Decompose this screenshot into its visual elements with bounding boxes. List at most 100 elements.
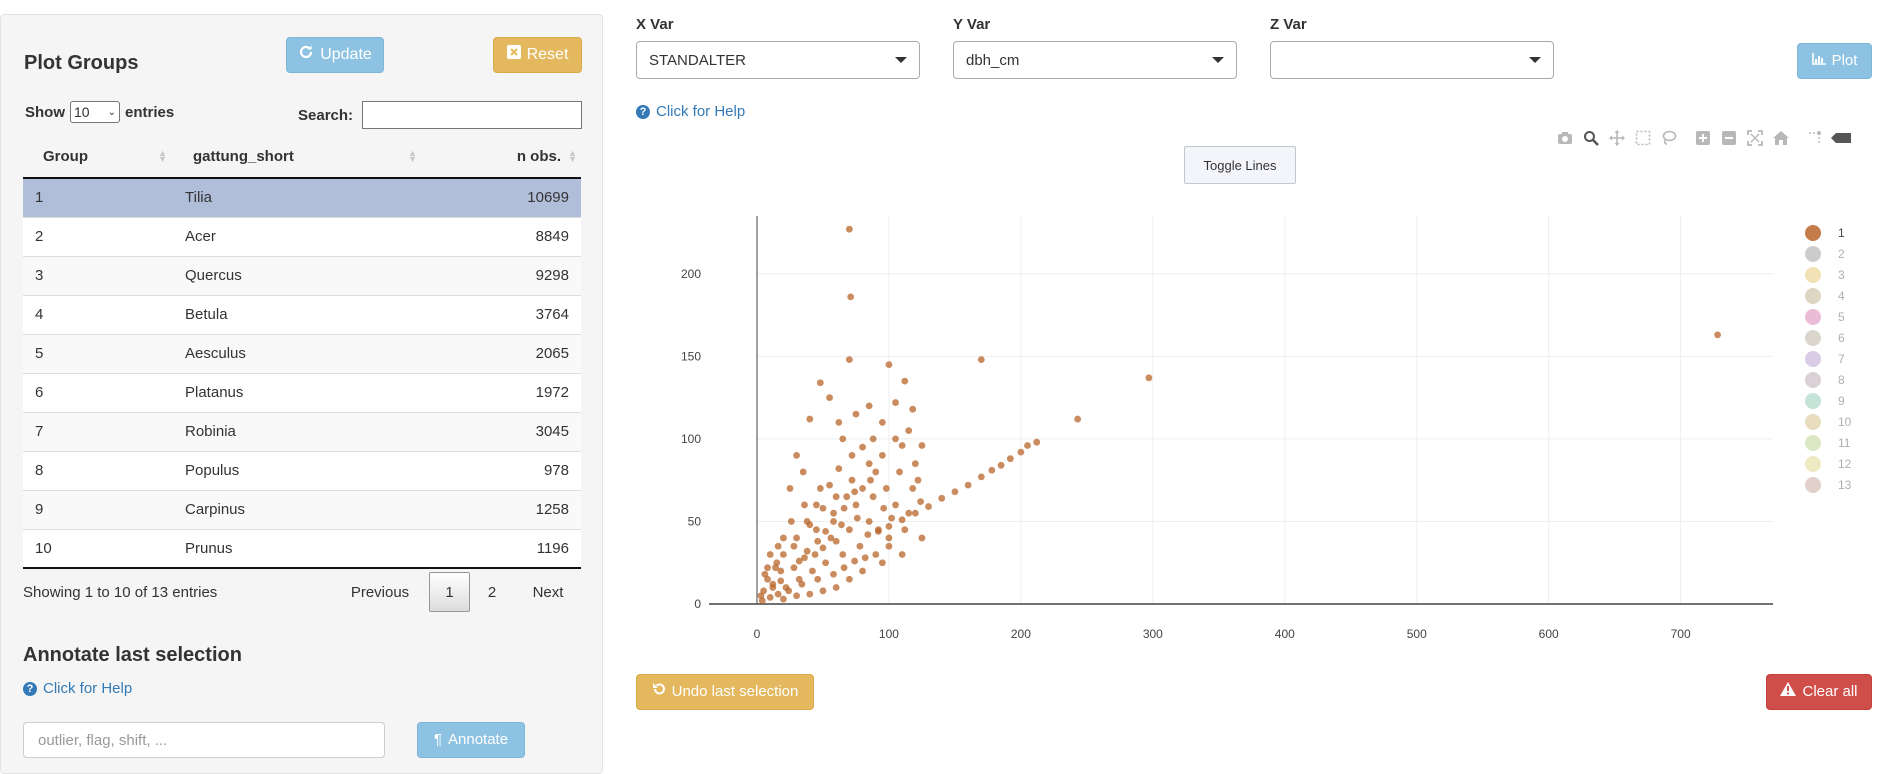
next-page-button[interactable]: Next xyxy=(532,583,564,601)
data-point xyxy=(826,481,833,489)
table-row[interactable]: 7 Robinia 3045 xyxy=(23,411,581,451)
camera-icon[interactable] xyxy=(1552,127,1578,149)
data-point xyxy=(1024,442,1031,449)
data-point xyxy=(811,551,819,558)
zoom-in-icon[interactable] xyxy=(1690,127,1716,149)
close-square-icon xyxy=(506,45,521,65)
x-tick-label: 100 xyxy=(879,627,899,641)
table-row[interactable]: 4 Betula 3764 xyxy=(23,294,581,334)
reset-button[interactable]: Reset xyxy=(493,37,582,73)
data-point xyxy=(864,531,872,539)
table-row[interactable]: 1 Tilia 10699 xyxy=(23,177,581,217)
data-point xyxy=(773,559,781,567)
x-tick-label: 200 xyxy=(1011,627,1031,641)
annotate-title: Annotate last selection xyxy=(23,644,242,666)
plot-button[interactable]: Plot xyxy=(1797,43,1872,79)
data-point xyxy=(1145,374,1153,382)
data-point xyxy=(892,399,899,406)
undo-icon xyxy=(652,682,666,702)
y-tick-label: 150 xyxy=(681,349,701,363)
zoom-out-icon[interactable] xyxy=(1716,127,1742,149)
annotate-input[interactable]: outlier, flag, shift, ... xyxy=(23,722,385,758)
data-point xyxy=(905,427,913,435)
annotate-help-link[interactable]: ? Click for Help xyxy=(23,680,132,697)
data-point xyxy=(1074,415,1082,423)
entries-label: entries xyxy=(125,104,175,121)
z-var-select[interactable] xyxy=(1270,41,1554,79)
clear-all-button[interactable]: Clear all xyxy=(1766,674,1872,710)
table-row[interactable]: 9 Carpinus 1258 xyxy=(23,489,581,529)
data-point xyxy=(951,488,959,496)
data-point xyxy=(853,514,861,522)
table-row[interactable]: 8 Populus 978 xyxy=(23,450,581,490)
data-point xyxy=(859,443,866,451)
column-header-genus[interactable]: gattung_short ▲ ▼ xyxy=(173,136,423,179)
data-point xyxy=(822,527,830,535)
data-point xyxy=(901,526,909,534)
table-row[interactable]: 6 Platanus 1972 xyxy=(23,372,581,412)
autoscale-icon[interactable] xyxy=(1742,127,1768,149)
table-info: Showing 1 to 10 of 13 entries xyxy=(23,584,218,601)
z-var-label: Z Var xyxy=(1270,16,1307,33)
annotate-button[interactable]: ¶ Annotate xyxy=(417,722,525,758)
undo-selection-button[interactable]: Undo last selection xyxy=(636,674,814,710)
refresh-icon xyxy=(298,44,314,66)
data-point xyxy=(830,509,837,517)
data-point xyxy=(779,595,787,603)
data-point xyxy=(848,452,856,459)
pan-icon[interactable] xyxy=(1604,127,1630,149)
table-row[interactable]: 10 Prunus 1196 xyxy=(23,528,581,569)
legend-label: 10 xyxy=(1838,415,1852,429)
lasso-select-icon[interactable] xyxy=(1656,127,1682,149)
hover-compare-icon[interactable] xyxy=(1828,127,1854,149)
data-point xyxy=(816,379,824,387)
data-point xyxy=(848,476,856,484)
caret-down-icon xyxy=(895,57,907,63)
page-1-button[interactable]: 1 xyxy=(429,572,470,612)
legend-label: 11 xyxy=(1838,436,1851,450)
data-point xyxy=(1714,331,1721,339)
warning-icon xyxy=(1780,682,1797,702)
update-button[interactable]: Update xyxy=(286,37,384,73)
question-circle-icon: ? xyxy=(23,681,37,696)
table-row[interactable]: 5 Aesculus 2065 xyxy=(23,333,581,373)
table-row[interactable]: 3 Quercus 9298 xyxy=(23,255,581,295)
box-select-icon[interactable] xyxy=(1630,127,1656,149)
data-point xyxy=(760,587,767,595)
data-point xyxy=(832,584,840,591)
data-point xyxy=(914,476,922,484)
data-point xyxy=(988,466,996,474)
page-2-button[interactable]: 2 xyxy=(487,583,497,601)
x-tick-label: 500 xyxy=(1407,627,1427,641)
data-point xyxy=(843,493,851,501)
y-var-select[interactable]: dbh_cm xyxy=(953,41,1237,79)
x-tick-label: 600 xyxy=(1539,627,1559,641)
data-point xyxy=(885,534,893,542)
spike-lines-icon[interactable] xyxy=(1802,127,1828,149)
zoom-icon[interactable] xyxy=(1578,127,1604,149)
search-input[interactable] xyxy=(362,101,582,129)
column-header-group[interactable]: Group ▲ ▼ xyxy=(23,136,173,179)
data-point xyxy=(869,493,877,501)
data-point xyxy=(790,564,798,572)
x-var-value: STANDALTER xyxy=(649,51,746,69)
data-point xyxy=(888,514,895,522)
main-help-link[interactable]: ? Click for Help xyxy=(636,103,745,120)
undo-label: Undo last selection xyxy=(671,683,799,700)
toggle-lines-button[interactable]: Toggle Lines xyxy=(1184,146,1296,184)
page-length-select[interactable]: 10 ⌄ xyxy=(70,101,120,123)
x-var-select[interactable]: STANDALTER xyxy=(636,41,920,79)
x-tick-label: 700 xyxy=(1671,627,1691,641)
table-row[interactable]: 2 Acer 8849 xyxy=(23,216,581,256)
legend-label: 3 xyxy=(1838,268,1845,282)
data-point xyxy=(909,405,917,413)
data-point xyxy=(819,544,827,552)
data-point xyxy=(918,442,926,449)
reset-axes-icon[interactable] xyxy=(1768,127,1794,149)
previous-page-button[interactable]: Previous xyxy=(350,583,410,601)
data-point xyxy=(777,567,785,575)
data-point xyxy=(852,501,860,509)
column-header-n-obs[interactable]: n obs. ▲ ▼ xyxy=(423,136,581,179)
data-point xyxy=(772,564,779,572)
data-point xyxy=(898,442,906,449)
